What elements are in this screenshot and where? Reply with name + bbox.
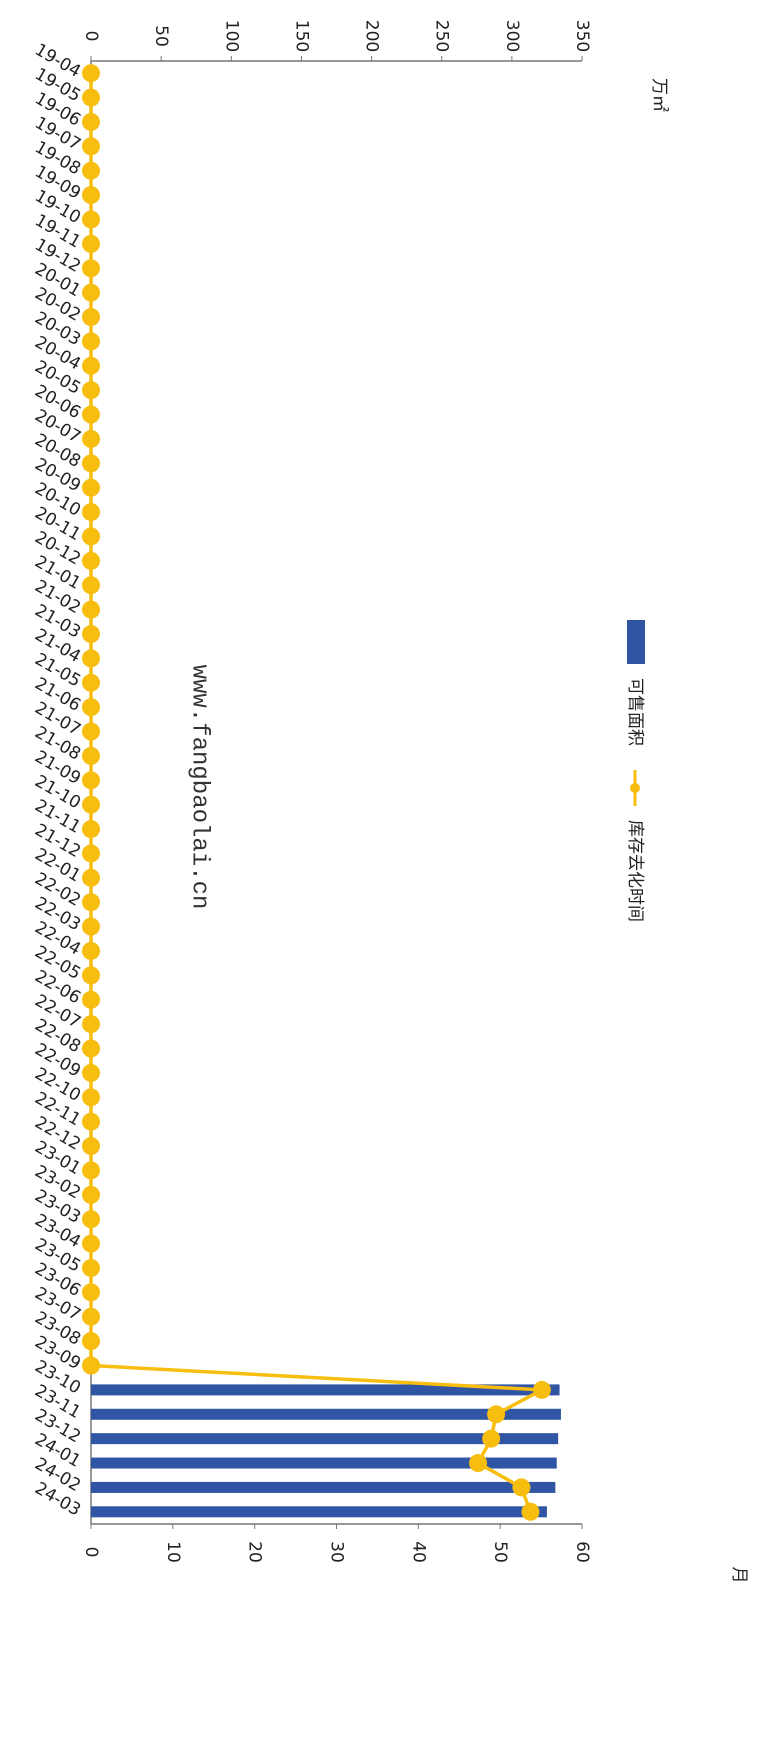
y2-tick-label: 20 [245,1541,265,1563]
line-point [82,88,100,107]
bar [91,1457,557,1469]
line-point [82,893,100,912]
line-point [82,186,100,205]
y2-tick-label: 10 [163,1541,183,1563]
bar [91,1384,560,1396]
line-point [82,64,100,83]
line-point [82,673,100,692]
line-point [82,1015,100,1034]
line-point [82,1258,100,1277]
line-point [82,1161,100,1180]
line-point [82,210,100,229]
line-point [82,1307,100,1326]
line-point [82,405,100,424]
bar [90,1408,561,1420]
line-point [82,161,100,180]
legend-swatch [627,620,645,664]
line-point [82,112,100,131]
line-point [82,332,100,351]
line-point [82,259,100,278]
line-point [82,698,100,717]
line-point [482,1429,501,1448]
legend-swatch [630,783,640,793]
y2-axis-label: 月 [729,1567,749,1584]
line-point [82,868,100,887]
line-point [82,820,100,839]
line [89,73,549,1513]
y-tick-label: 250 [432,20,452,52]
line-point [82,1332,100,1351]
line-point [82,844,100,863]
line-point [82,478,100,497]
line-point [82,308,100,327]
line-point [82,771,100,790]
line-point [82,503,100,522]
line-point [82,746,100,765]
line-point [82,429,100,448]
line-point [82,551,100,570]
line-point [82,625,100,644]
line-point [82,1088,100,1107]
line-point [532,1380,551,1399]
y2-tick-label: 0 [81,1547,101,1558]
line-point [82,941,100,960]
line-point [82,1356,100,1375]
line-point [512,1478,531,1497]
y-tick-label: 50 [151,25,171,47]
line-point [82,356,100,375]
line-point [82,234,100,253]
line-point [82,527,100,546]
line-point [82,283,100,302]
line-point [487,1405,506,1424]
line-point [82,381,100,400]
y-axis-label: 万㎡ [649,78,669,112]
y-tick-label: 200 [362,20,382,52]
line-point [82,1063,100,1082]
line-point [82,722,100,741]
bar [91,1506,547,1518]
watermark: www.fangbaolai.cn [186,665,213,910]
legend-label: 库存去化时间 [625,820,645,922]
line-point [82,1137,100,1156]
legend-label: 可售面积 [625,678,645,746]
line-point [82,966,100,985]
line-point [82,1234,100,1253]
line-point [82,1185,100,1204]
line-point [82,1112,100,1131]
line-point [521,1502,540,1521]
line-point [82,137,100,156]
y2-tick-label: 60 [572,1541,592,1563]
y2-tick-label: 40 [408,1541,428,1563]
y-tick-label: 350 [572,20,592,52]
bar [91,1433,559,1445]
y2-tick-label: 50 [490,1541,510,1563]
y-tick-label: 0 [81,31,101,42]
line-point [82,917,100,936]
line-point [82,1210,100,1229]
line-point [82,1039,100,1058]
line-point [469,1454,488,1473]
bar [91,1481,556,1493]
line-point [82,990,100,1009]
line-point [82,576,100,595]
line-point [82,795,100,814]
y2-tick-label: 30 [327,1541,347,1563]
line-point [82,600,100,619]
line-point [82,454,100,473]
line-point [82,1283,100,1302]
y-tick-label: 100 [221,20,241,52]
y-tick-label: 150 [291,20,311,52]
y-tick-label: 300 [502,20,522,52]
line-point [82,649,100,668]
